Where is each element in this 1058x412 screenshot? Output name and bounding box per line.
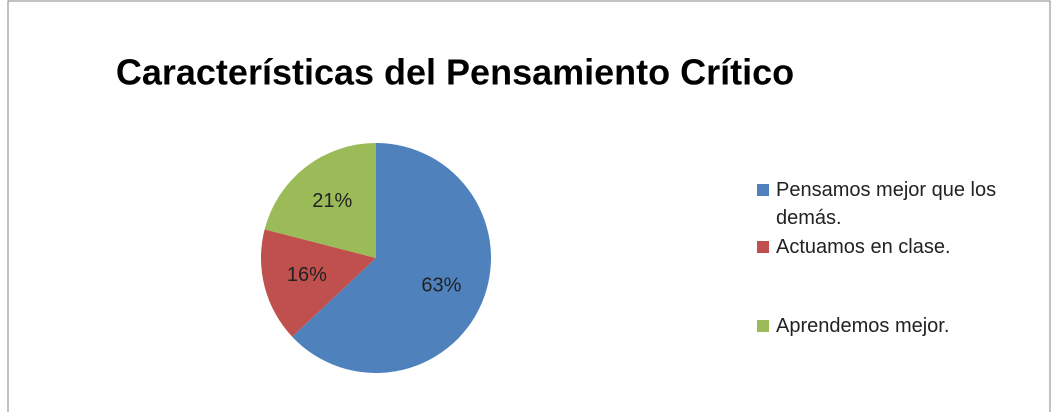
pie-slice — [292, 143, 491, 373]
legend-swatch — [757, 241, 769, 253]
legend-swatch — [757, 184, 769, 196]
legend-label: Actuamos en clase. — [776, 236, 951, 258]
legend-swatch — [757, 320, 769, 332]
legend-label: Pensamos mejor que los demás. — [776, 179, 997, 229]
pie-slice — [264, 143, 376, 258]
data-label: 21% — [312, 190, 352, 212]
pie-slice — [261, 229, 376, 337]
chart-border — [7, 0, 1051, 412]
data-label: 16% — [287, 264, 327, 286]
legend-item: Pensamos mejor que los demás. — [757, 176, 1017, 232]
legend-item: Actuamos en clase. — [757, 233, 1017, 261]
data-label: 63% — [421, 275, 461, 297]
legend-item: Aprendemos mejor. — [757, 312, 1017, 340]
chart-title: Características del Pensamiento Crítico — [116, 52, 794, 93]
legend-label: Aprendemos mejor. — [776, 315, 950, 337]
